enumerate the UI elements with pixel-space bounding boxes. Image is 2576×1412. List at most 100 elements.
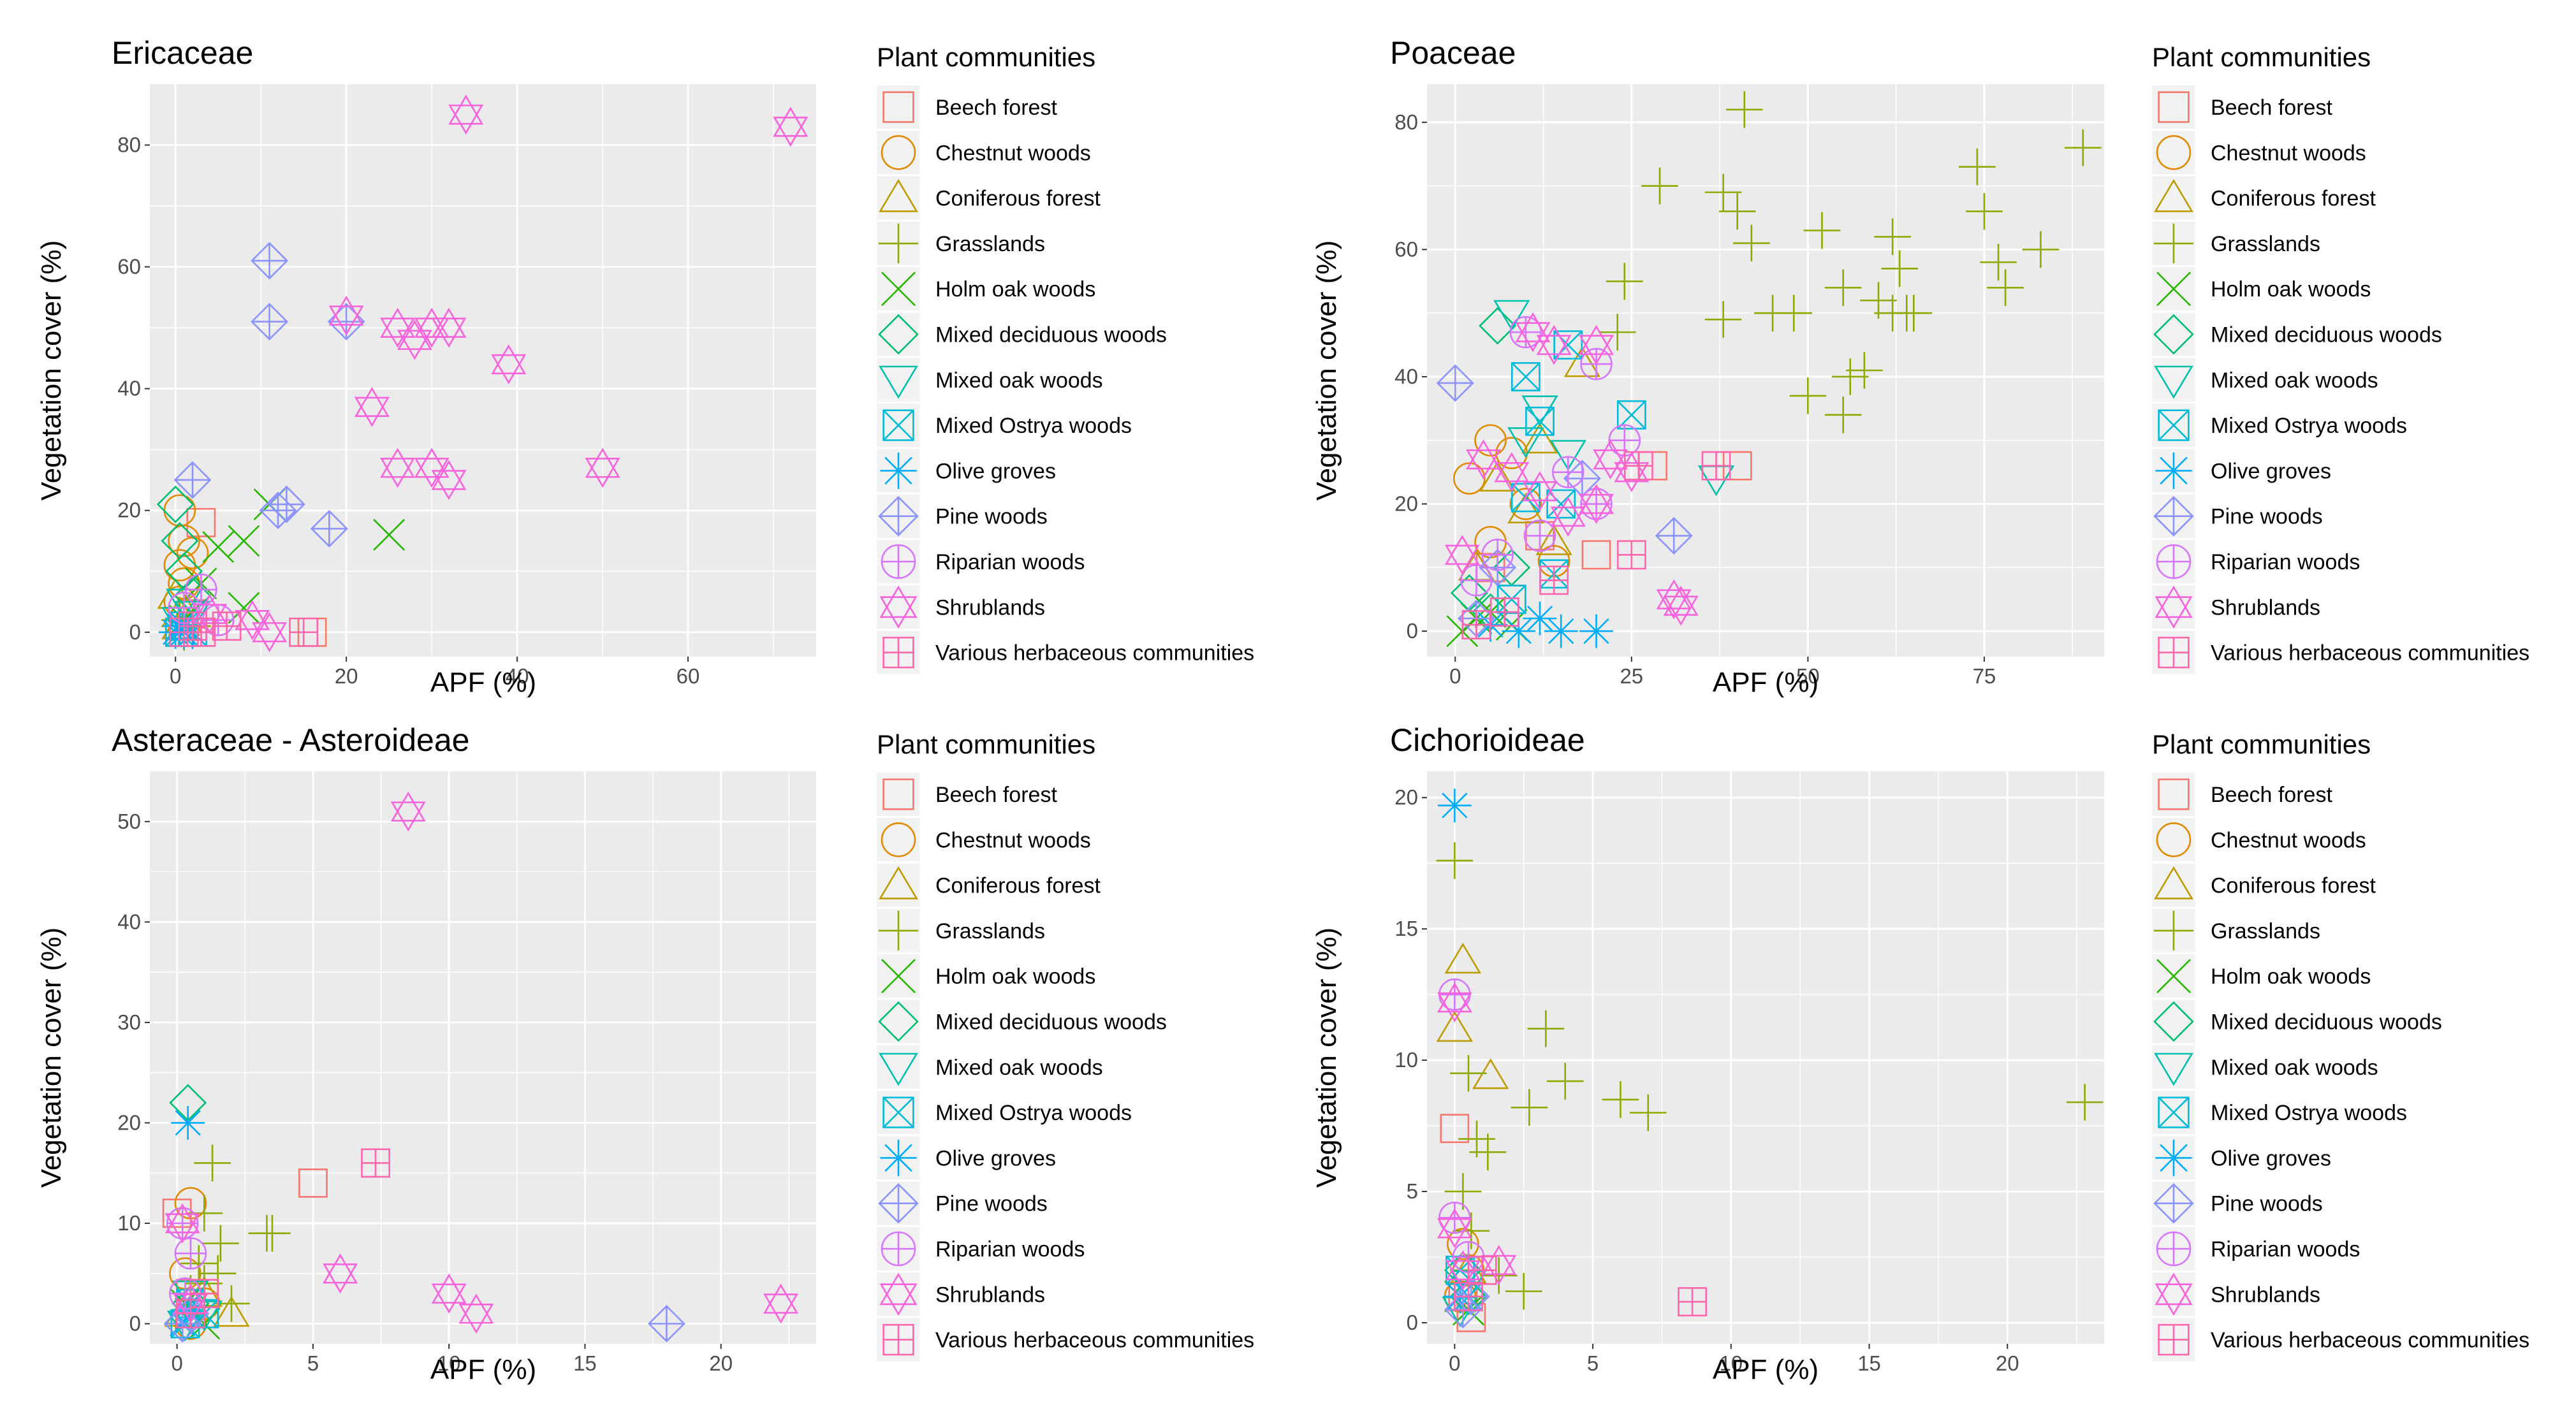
legend-label: Various herbaceous communities [935, 1328, 1254, 1353]
legend-entry-chestnut-woods: Chestnut woods [877, 818, 1091, 862]
diamond-plus-icon [878, 1183, 919, 1224]
data-point [373, 519, 406, 551]
star-of-david-icon [879, 585, 918, 629]
legend-entry-mixed-deciduous-woods: Mixed deciduous woods [2152, 1000, 2442, 1044]
data-point [1511, 1089, 1548, 1126]
data-point [354, 386, 390, 427]
legend-label: Olive groves [935, 459, 1056, 483]
data-point [414, 448, 450, 488]
y-tick-label: 80 [1394, 110, 1418, 134]
legend-entry-mixed-deciduous-woods: Mixed deciduous woods [2152, 312, 2442, 356]
plot-background [1427, 771, 2104, 1344]
data-point [1449, 1277, 1488, 1316]
data-point [186, 507, 216, 537]
triangle-down-icon [879, 365, 918, 399]
data-point [2065, 129, 2102, 166]
data-point [328, 295, 364, 336]
data-point [1438, 1201, 1471, 1234]
legend-entry-mixed-oak-woods: Mixed oak woods [877, 1045, 1103, 1089]
tick-labels: 0 5 10 15 20 0 10 20 30 40 50 [117, 810, 733, 1375]
plus-icon [2153, 910, 2194, 951]
diamond-plus-icon [2153, 1183, 2194, 1224]
legend-label: Shrublands [935, 595, 1045, 620]
tick-labels: 0 5 10 15 20 0 5 10 15 20 [1394, 785, 2019, 1375]
legend-label: Mixed oak woods [935, 368, 1103, 393]
data-point [174, 1237, 207, 1270]
legend-entry-various-herbaceous-communities: Various herbaceous communities [877, 630, 1254, 674]
series-grasslands [172, 1144, 291, 1322]
legend-entry-shrublands: Shrublands [2152, 1272, 2320, 1316]
legend-label: Holm oak woods [2211, 277, 2371, 302]
data-point [1521, 395, 1558, 426]
legend-key [877, 818, 920, 862]
grid [1427, 771, 2104, 1344]
legend-entry-coniferous-forest: Coniferous forest [2152, 176, 2376, 220]
legend-entry-beech-forest: Beech forest [877, 85, 1057, 129]
y-tick-label: 50 [117, 810, 141, 833]
data-point [585, 448, 620, 488]
legend-label: Chestnut woods [2211, 141, 2366, 165]
circle-plus-icon [881, 544, 916, 579]
x-axis-label: APF (%) [1713, 667, 1819, 698]
data-point [1437, 982, 1472, 1023]
data-point [298, 1168, 328, 1198]
legend-entry-chestnut-woods: Chestnut woods [877, 131, 1091, 175]
data-point [173, 461, 212, 499]
cross-icon [881, 959, 916, 994]
x-tick-label: 0 [171, 1351, 182, 1375]
y-tick-label: 10 [1394, 1048, 1418, 1072]
legend-label: Riparian woods [935, 550, 1085, 574]
legend-label: Chestnut woods [2211, 828, 2366, 852]
y-tick-label: 20 [1394, 492, 1418, 516]
square-plus-icon [2158, 1323, 2190, 1356]
legend-entry-riparian-woods: Riparian woods [2152, 1227, 2360, 1270]
cross-icon [2156, 959, 2191, 994]
legend-label: Mixed deciduous woods [2211, 323, 2442, 347]
data-point [361, 1148, 390, 1178]
data-point [1521, 423, 1558, 454]
data-point [1467, 1255, 1497, 1285]
legend-label: Beech forest [2211, 783, 2332, 807]
legend-entry-grasslands: Grasslands [877, 221, 1045, 265]
legend-entry-riparian-woods: Riparian woods [2152, 540, 2360, 583]
circle-icon [2156, 135, 2192, 170]
star-of-david-icon [2155, 585, 2193, 629]
series-shrublands [165, 791, 799, 1334]
series-mixed-oak-woods [1493, 300, 1735, 497]
data-point [1551, 456, 1584, 488]
legend-key [877, 1272, 920, 1316]
data-point [1704, 301, 1742, 338]
legend-label: Mixed Ostrya woods [2211, 414, 2407, 438]
x-tick-label: 20 [335, 664, 358, 688]
data-point [176, 537, 209, 569]
x-tick-label: 10 [1719, 1351, 1743, 1375]
series-olive-groves [1474, 601, 1613, 648]
data-point [1602, 1081, 1639, 1118]
data-point [194, 1144, 231, 1182]
data-point [448, 94, 484, 135]
legend-key [877, 585, 920, 629]
x-tick-label: 0 [1449, 1351, 1460, 1375]
legend-key [2152, 585, 2195, 629]
tick-labels: 0 20 40 60 0 20 40 60 80 [117, 133, 699, 688]
data-point [1616, 400, 1646, 430]
y-tick-label: 0 [129, 1311, 141, 1335]
x-tick-label: 20 [1996, 1351, 2019, 1375]
square-plus-icon [882, 1323, 914, 1356]
y-tick-label: 20 [117, 499, 141, 522]
plus-icon [878, 910, 919, 951]
asterisk-icon [2155, 1139, 2192, 1176]
legend-key [877, 176, 920, 220]
panel-title: Cichorioideae [1390, 722, 1585, 758]
points [162, 791, 799, 1343]
y-tick-label: 15 [1394, 917, 1418, 940]
legend-key [2152, 131, 2195, 175]
y-tick-label: 0 [1407, 619, 1418, 643]
legend-key [2152, 1000, 2195, 1044]
legend-entry-shrublands: Shrublands [2152, 585, 2320, 629]
asterisk-icon [880, 1139, 917, 1176]
data-point [259, 491, 297, 530]
legend-entry-mixed-ostrya-woods: Mixed Ostrya woods [877, 1091, 1132, 1135]
data-point [1831, 358, 1869, 395]
data-point [1437, 1208, 1472, 1249]
